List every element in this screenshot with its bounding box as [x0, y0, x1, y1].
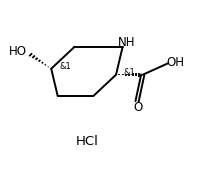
Text: O: O: [133, 101, 143, 114]
Text: OH: OH: [166, 56, 184, 69]
Text: HO: HO: [9, 45, 27, 58]
Text: &1: &1: [123, 68, 135, 77]
Text: &1: &1: [59, 62, 71, 71]
Text: NH: NH: [118, 36, 135, 49]
Text: HCl: HCl: [76, 135, 99, 148]
